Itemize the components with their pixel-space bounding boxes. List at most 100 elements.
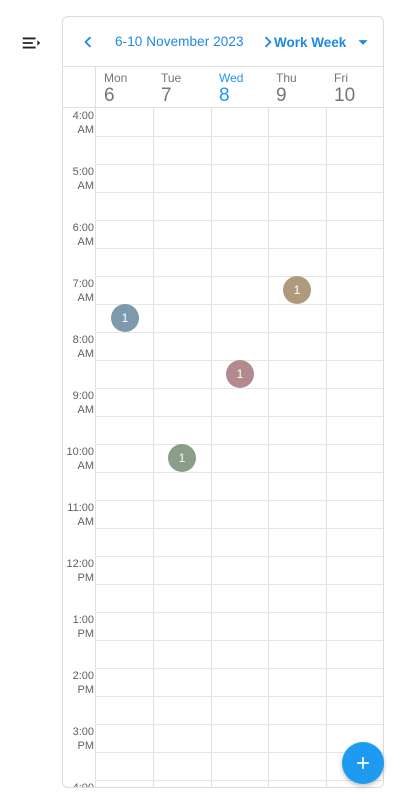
time-label-meridiem: AM — [77, 180, 95, 192]
half-hour-line — [95, 220, 383, 221]
calendar-toolbar: 6-10 November 2023 Work Week — [63, 17, 383, 67]
day-column-divider — [211, 108, 212, 787]
half-hour-line — [95, 444, 383, 445]
day-header-tue[interactable]: Tue 7 — [153, 67, 211, 108]
hour-line — [95, 136, 383, 137]
time-label-meridiem: PM — [77, 572, 95, 584]
day-header-thu[interactable]: Thu 9 — [268, 67, 326, 108]
half-hour-line — [95, 724, 383, 725]
time-label-hour: 10:00 — [66, 446, 94, 458]
calendar-panel: 6-10 November 2023 Work Week Mon 6 Tue 7… — [62, 16, 384, 788]
event-count-badge[interactable]: 1 — [283, 276, 311, 304]
half-hour-line — [95, 276, 383, 277]
time-label-hour: 12:00 — [66, 558, 94, 570]
day-column-divider — [326, 108, 327, 787]
half-hour-line — [95, 612, 383, 613]
time-label: 4:00 AM — [63, 109, 94, 137]
hour-line — [95, 584, 383, 585]
time-label-meridiem: AM — [77, 516, 95, 528]
time-label-hour: 9:00 — [72, 390, 94, 402]
plus-icon — [357, 757, 369, 769]
half-hour-line — [95, 388, 383, 389]
time-label: 12:00 PM — [63, 557, 94, 585]
half-hour-line — [95, 164, 383, 165]
menu-icon — [22, 37, 41, 49]
time-label: 1:00 PM — [63, 613, 94, 641]
day-column-divider — [268, 108, 269, 787]
time-label-meridiem: AM — [77, 236, 95, 248]
next-week-button[interactable] — [257, 31, 279, 53]
time-label: 3:00 PM — [63, 725, 94, 753]
view-selector-label: Work Week — [274, 34, 347, 50]
hour-line — [95, 528, 383, 529]
event-count-badge[interactable]: 1 — [226, 360, 254, 388]
event-count-badge[interactable]: 1 — [168, 444, 196, 472]
time-grid: 4:00 AM 5:00 AM 6:00 AM 7:00 AM 8:00 AM 9:00 AM 10:0… — [63, 108, 383, 788]
time-label-hour: 8:00 — [72, 334, 94, 346]
time-label-hour: 3:00 — [72, 726, 94, 738]
time-label: 11:00 AM — [63, 501, 94, 529]
time-label-hour: 11:00 — [67, 502, 94, 514]
day-number: 9 — [276, 85, 287, 106]
chevron-left-icon — [84, 36, 92, 48]
day-number: 7 — [161, 85, 172, 106]
time-label-hour: 2:00 — [72, 670, 94, 682]
day-header-fri[interactable]: Fri 10 — [326, 67, 383, 108]
half-hour-line — [95, 780, 383, 781]
time-gutter-divider — [95, 67, 96, 787]
day-header-row: Mon 6 Tue 7 Wed 8 Thu 9 Fri 10 — [63, 67, 383, 108]
time-label: 4:00 — [63, 781, 94, 788]
hour-line — [95, 304, 383, 305]
caret-down-icon — [358, 40, 368, 45]
hour-line — [95, 696, 383, 697]
time-label-meridiem: PM — [77, 628, 95, 640]
time-label: 10:00 AM — [63, 445, 94, 473]
time-label-meridiem: PM — [77, 740, 95, 752]
time-label: 2:00 PM — [63, 669, 94, 697]
day-number: 8 — [219, 85, 230, 106]
hour-line — [95, 752, 383, 753]
time-label: 5:00 AM — [63, 165, 94, 193]
time-label-meridiem: PM — [77, 684, 95, 696]
day-name: Fri — [334, 71, 348, 85]
time-label-hour: 7:00 — [72, 278, 94, 290]
day-number: 6 — [104, 85, 115, 106]
day-header-mon[interactable]: Mon 6 — [96, 67, 154, 108]
hour-line — [95, 416, 383, 417]
add-event-button[interactable] — [342, 742, 384, 784]
day-name: Tue — [161, 71, 182, 85]
day-name: Wed — [219, 71, 244, 85]
view-selector[interactable]: Work Week — [274, 31, 374, 53]
time-label-meridiem: AM — [77, 460, 95, 472]
time-label-meridiem: AM — [77, 404, 95, 416]
time-label: 6:00 AM — [63, 221, 94, 249]
time-label-meridiem: AM — [77, 348, 95, 360]
time-label: 7:00 AM — [63, 277, 94, 305]
time-label: 8:00 AM — [63, 333, 94, 361]
day-header-wed[interactable]: Wed 8 — [211, 67, 269, 108]
time-label-hour: 1:00 — [72, 614, 94, 626]
time-label-hour: 5:00 — [72, 166, 94, 178]
half-hour-line — [95, 556, 383, 557]
time-label-meridiem: AM — [77, 292, 95, 304]
hour-line — [95, 640, 383, 641]
event-count-badge[interactable]: 1 — [111, 304, 139, 332]
day-name: Thu — [276, 71, 297, 85]
half-hour-line — [95, 500, 383, 501]
half-hour-line — [95, 668, 383, 669]
time-label-hour: 6:00 — [72, 222, 94, 234]
hour-line — [95, 472, 383, 473]
date-range-label[interactable]: 6-10 November 2023 — [115, 34, 244, 49]
previous-week-button[interactable] — [77, 31, 99, 53]
time-label: 9:00 AM — [63, 389, 94, 417]
time-label-hour: 4:00 — [72, 110, 94, 122]
half-hour-line — [95, 332, 383, 333]
menu-button[interactable] — [20, 32, 42, 54]
day-name: Mon — [104, 71, 128, 85]
time-label-hour: 4:00 — [72, 782, 94, 788]
day-number: 10 — [334, 85, 356, 106]
time-label-meridiem: AM — [77, 124, 95, 136]
hour-line — [95, 192, 383, 193]
day-column-divider — [153, 108, 154, 787]
chevron-right-icon — [264, 36, 272, 48]
